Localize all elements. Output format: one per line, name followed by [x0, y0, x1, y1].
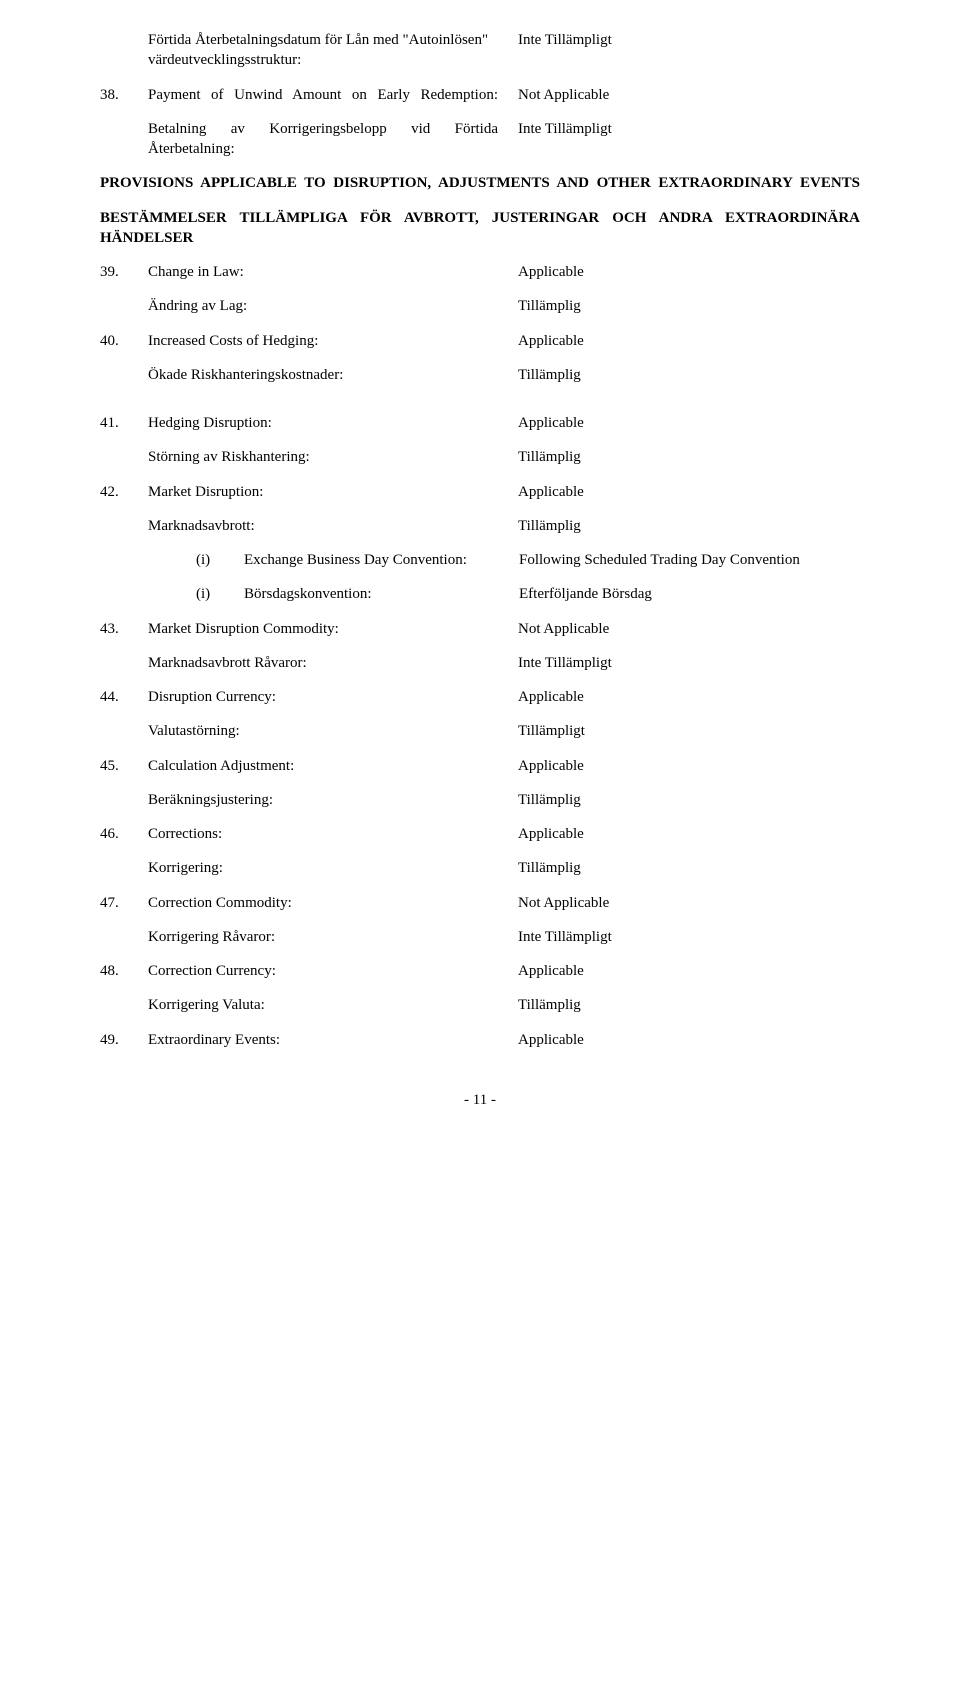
- item-48-value-sv: Tillämplig: [518, 995, 860, 1015]
- item-39-label-sv: Ändring av Lag:: [148, 296, 518, 316]
- item-43-num: 43.: [100, 619, 148, 639]
- item-42-value-sv: Tillämplig: [518, 516, 860, 536]
- item-40-row-sv: Ökade Riskhanteringskostnader: Tillämpli…: [100, 365, 860, 385]
- item-49-row-en: 49. Extraordinary Events: Applicable: [100, 1030, 860, 1050]
- item-43-row-en: 43. Market Disruption Commodity: Not App…: [100, 619, 860, 639]
- item-46-num: 46.: [100, 824, 148, 844]
- item-47-label-en: Correction Commodity:: [148, 893, 518, 913]
- nested-i-value-en: Following Scheduled Trading Day Conventi…: [519, 550, 860, 570]
- item-38-row-sv: Betalning av Korrigeringsbelopp vid Fört…: [100, 119, 860, 160]
- item-43-label-en: Market Disruption Commodity:: [148, 619, 518, 639]
- item-44-num: 44.: [100, 687, 148, 707]
- item-42-row-sv: Marknadsavbrott: Tillämplig: [100, 516, 860, 536]
- item-47-num: 47.: [100, 893, 148, 913]
- item-48-row-sv: Korrigering Valuta: Tillämplig: [100, 995, 860, 1015]
- item-46-value-sv: Tillämplig: [518, 858, 860, 878]
- item-38-label-en: Payment of Unwind Amount on Early Redemp…: [148, 85, 518, 105]
- item-38-value-sv: Inte Tillämpligt: [518, 119, 860, 160]
- provisions-heading-sv: BESTÄMMELSER TILLÄMPLIGA FÖR AVBROTT, JU…: [100, 208, 860, 249]
- item-41-value-sv: Tillämplig: [518, 447, 860, 467]
- item-41-row-en: 41. Hedging Disruption: Applicable: [100, 413, 860, 433]
- item-47-row-sv: Korrigering Råvaror: Inte Tillämpligt: [100, 927, 860, 947]
- item-47-label-sv: Korrigering Råvaror:: [148, 927, 518, 947]
- item-38-num: 38.: [100, 85, 148, 105]
- nested-i-label-en: Exchange Business Day Convention:: [244, 550, 519, 570]
- item-39-num: 39.: [100, 262, 148, 282]
- item-41-value-en: Applicable: [518, 413, 860, 433]
- item-46-row-sv: Korrigering: Tillämplig: [100, 858, 860, 878]
- item-42-nested-i-sv: (i) Börsdagskonvention: Efterföljande Bö…: [196, 584, 860, 604]
- item-39-row-sv: Ändring av Lag: Tillämplig: [100, 296, 860, 316]
- item-43-label-sv: Marknadsavbrott Råvaror:: [148, 653, 518, 673]
- page-number: - 11 -: [100, 1090, 860, 1110]
- item-39-value-en: Applicable: [518, 262, 860, 282]
- nested-i-ind-en: (i): [196, 550, 244, 570]
- item-46-label-sv: Korrigering:: [148, 858, 518, 878]
- item-44-label-sv: Valutastörning:: [148, 721, 518, 741]
- item-48-num: 48.: [100, 961, 148, 981]
- item-40-label-sv: Ökade Riskhanteringskostnader:: [148, 365, 518, 385]
- item-44-value-sv: Tillämpligt: [518, 721, 860, 741]
- item-45-value-en: Applicable: [518, 756, 860, 776]
- nested-i-ind-sv: (i): [196, 584, 244, 604]
- item-49-num: 49.: [100, 1030, 148, 1050]
- item-45-value-sv: Tillämplig: [518, 790, 860, 810]
- item-44-row-en: 44. Disruption Currency: Applicable: [100, 687, 860, 707]
- item-44-row-sv: Valutastörning: Tillämpligt: [100, 721, 860, 741]
- item-49-value-en: Applicable: [518, 1030, 860, 1050]
- item-40-row-en: 40. Increased Costs of Hedging: Applicab…: [100, 331, 860, 351]
- item-48-value-en: Applicable: [518, 961, 860, 981]
- item-37b-label: Förtida Återbetalningsdatum för Lån med …: [148, 30, 518, 71]
- item-43-row-sv: Marknadsavbrott Råvaror: Inte Tillämplig…: [100, 653, 860, 673]
- item-48-label-en: Correction Currency:: [148, 961, 518, 981]
- item-45-label-sv: Beräkningsjustering:: [148, 790, 518, 810]
- item-42-row-en: 42. Market Disruption: Applicable: [100, 482, 860, 502]
- item-47-value-sv: Inte Tillämpligt: [518, 927, 860, 947]
- item-38-label-sv: Betalning av Korrigeringsbelopp vid Fört…: [148, 119, 518, 160]
- item-47-value-en: Not Applicable: [518, 893, 860, 913]
- item-48-row-en: 48. Correction Currency: Applicable: [100, 961, 860, 981]
- item-45-num: 45.: [100, 756, 148, 776]
- nested-i-value-sv: Efterföljande Börsdag: [519, 584, 860, 604]
- item-46-row-en: 46. Corrections: Applicable: [100, 824, 860, 844]
- item-42-label-sv: Marknadsavbrott:: [148, 516, 518, 536]
- item-43-value-sv: Inte Tillämpligt: [518, 653, 860, 673]
- item-42-nested-i-en: (i) Exchange Business Day Convention: Fo…: [196, 550, 860, 570]
- item-38-value-en: Not Applicable: [518, 85, 860, 105]
- item-40-label-en: Increased Costs of Hedging:: [148, 331, 518, 351]
- item-44-label-en: Disruption Currency:: [148, 687, 518, 707]
- item-40-num: 40.: [100, 331, 148, 351]
- item-43-value-en: Not Applicable: [518, 619, 860, 639]
- item-45-row-sv: Beräkningsjustering: Tillämplig: [100, 790, 860, 810]
- item-44-value-en: Applicable: [518, 687, 860, 707]
- item-49-label-en: Extraordinary Events:: [148, 1030, 518, 1050]
- item-42-num: 42.: [100, 482, 148, 502]
- item-40-value-sv: Tillämplig: [518, 365, 860, 385]
- item-46-label-en: Corrections:: [148, 824, 518, 844]
- item-42-value-en: Applicable: [518, 482, 860, 502]
- nested-i-label-sv: Börsdagskonvention:: [244, 584, 519, 604]
- item-45-label-en: Calculation Adjustment:: [148, 756, 518, 776]
- item-39-label-en: Change in Law:: [148, 262, 518, 282]
- item-48-label-sv: Korrigering Valuta:: [148, 995, 518, 1015]
- item-41-num: 41.: [100, 413, 148, 433]
- item-37b-row: Förtida Återbetalningsdatum för Lån med …: [100, 30, 860, 71]
- item-45-row-en: 45. Calculation Adjustment: Applicable: [100, 756, 860, 776]
- item-41-label-sv: Störning av Riskhantering:: [148, 447, 518, 467]
- item-37b-value: Inte Tillämpligt: [518, 30, 860, 71]
- item-39-value-sv: Tillämplig: [518, 296, 860, 316]
- item-41-row-sv: Störning av Riskhantering: Tillämplig: [100, 447, 860, 467]
- item-39-row-en: 39. Change in Law: Applicable: [100, 262, 860, 282]
- item-38-row-en: 38. Payment of Unwind Amount on Early Re…: [100, 85, 860, 105]
- item-47-row-en: 47. Correction Commodity: Not Applicable: [100, 893, 860, 913]
- item-40-value-en: Applicable: [518, 331, 860, 351]
- item-41-label-en: Hedging Disruption:: [148, 413, 518, 433]
- item-42-label-en: Market Disruption:: [148, 482, 518, 502]
- provisions-heading-en: PROVISIONS APPLICABLE TO DISRUPTION, ADJ…: [100, 173, 860, 193]
- item-46-value-en: Applicable: [518, 824, 860, 844]
